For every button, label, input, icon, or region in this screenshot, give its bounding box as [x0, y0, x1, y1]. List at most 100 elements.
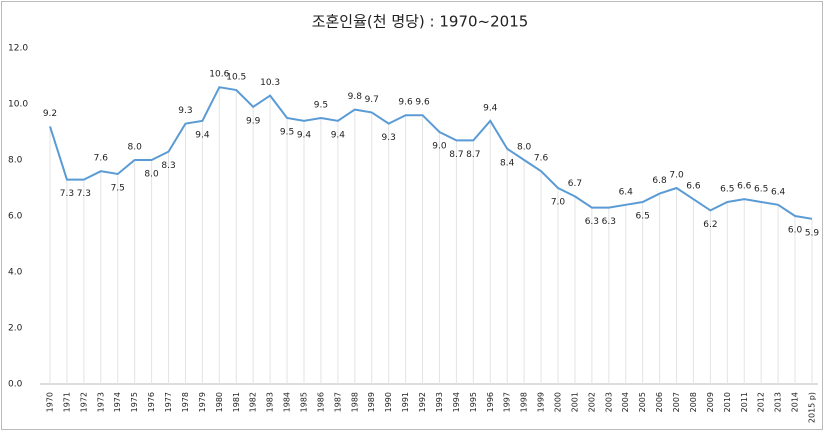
- data-label: 6.0: [788, 226, 803, 236]
- x-tick-label: 1992: [418, 392, 427, 412]
- data-label: 6.8: [652, 176, 667, 186]
- data-label: 6.7: [568, 179, 582, 189]
- series-line: [49, 86, 813, 220]
- x-tick-label: 1975: [130, 392, 139, 412]
- x-tick-label: 1984: [283, 392, 292, 412]
- x-tick-label: 2009: [706, 392, 715, 412]
- x-tick-label: 2005: [638, 392, 647, 412]
- data-label: 9.6: [415, 98, 430, 108]
- data-label: 10.3: [260, 78, 280, 88]
- data-label: 6.2: [703, 220, 717, 230]
- y-tick-label: 0.0: [8, 380, 23, 390]
- x-tick-label: 2004: [621, 392, 630, 412]
- data-label: 8.3: [161, 161, 175, 171]
- x-tick-label: 1974: [113, 392, 122, 412]
- data-label: 9.3: [178, 106, 192, 116]
- x-tick-label: 2010: [723, 392, 732, 412]
- data-label: 7.0: [551, 198, 566, 208]
- x-tick-label: 2001: [570, 392, 579, 412]
- y-tick-label: 8.0: [8, 156, 23, 166]
- x-tick-label: 1991: [401, 392, 410, 412]
- data-label: 9.9: [246, 116, 261, 126]
- x-tick-label: 1986: [316, 392, 325, 412]
- x-tick-label: 2007: [672, 392, 681, 412]
- x-tick-label: 2000: [554, 392, 563, 412]
- x-tick-label: 2002: [587, 392, 596, 412]
- data-label: 9.7: [365, 95, 379, 105]
- y-tick-label: 4.0: [8, 268, 23, 278]
- x-tick-label: 1976: [147, 392, 156, 412]
- x-tick-label: 1971: [62, 392, 71, 412]
- data-label: 8.4: [500, 158, 515, 168]
- x-tick-label: 1989: [367, 392, 376, 412]
- x-tick-label: 1979: [198, 392, 207, 412]
- x-tick-label: 1996: [486, 392, 495, 412]
- x-tick-label: 1994: [452, 392, 461, 412]
- x-tick-label: 2015 p): [808, 392, 817, 423]
- y-tick-label: 6.0: [8, 212, 23, 222]
- data-label: 9.4: [483, 103, 498, 113]
- x-tick-label: 2014: [791, 392, 800, 412]
- data-label: 6.3: [602, 217, 616, 227]
- y-tick-label: 2.0: [8, 324, 23, 334]
- data-label: 6.5: [636, 212, 650, 222]
- x-tick-label: 2011: [740, 392, 749, 412]
- x-tick-label: 1978: [181, 392, 190, 412]
- x-tick-label: 1973: [96, 392, 105, 412]
- data-label: 9.6: [398, 98, 413, 108]
- x-tick-label: 1985: [300, 392, 309, 412]
- data-label: 5.9: [805, 228, 820, 238]
- data-label: 7.0: [669, 171, 684, 181]
- data-label: 8.0: [144, 170, 159, 180]
- data-label: 9.0: [432, 142, 447, 152]
- data-label: 7.6: [534, 154, 549, 164]
- y-tick-label: 12.0: [8, 44, 28, 54]
- x-tick-label: 1981: [232, 392, 241, 412]
- data-label: 10.5: [226, 73, 246, 83]
- chart-title: 조혼인율(천 명당) : 1970~2015: [312, 13, 529, 31]
- y-tick-label: 10.0: [8, 100, 28, 110]
- x-tick-label: 1980: [215, 392, 224, 412]
- x-tick-label: 2006: [655, 392, 664, 412]
- data-label: 9.3: [382, 133, 396, 143]
- data-label: 7.3: [60, 189, 74, 199]
- data-label: 9.5: [314, 101, 328, 111]
- data-label: 9.4: [331, 130, 346, 140]
- data-label: 6.3: [585, 217, 599, 227]
- x-tick-label: 2003: [604, 392, 613, 412]
- x-tick-label: 1987: [333, 392, 342, 412]
- x-tick-label: 1998: [520, 392, 529, 412]
- data-label: 6.4: [619, 187, 634, 197]
- x-tick-label: 1982: [249, 392, 258, 412]
- data-label: 9.5: [280, 128, 294, 138]
- data-label: 7.3: [77, 189, 91, 199]
- x-tick-label: 1977: [164, 392, 173, 412]
- data-label: 8.0: [517, 143, 532, 153]
- x-tick-label: 2012: [757, 392, 766, 412]
- data-label: 9.8: [348, 92, 363, 102]
- data-label: 9.2: [43, 109, 57, 119]
- data-label: 7.5: [111, 184, 125, 194]
- x-tick-label: 1990: [384, 392, 393, 412]
- data-label: 6.6: [737, 182, 752, 192]
- data-label: 9.4: [297, 130, 312, 140]
- x-tick-label: 1997: [503, 392, 512, 412]
- x-tick-label: 1988: [350, 392, 359, 412]
- x-tick-label: 1970: [46, 392, 55, 412]
- data-label: 6.5: [720, 185, 734, 195]
- x-tick-label: 1983: [266, 392, 275, 412]
- data-label: 7.6: [94, 154, 109, 164]
- x-tick-label: 1993: [435, 392, 444, 412]
- data-label: 6.5: [754, 185, 768, 195]
- data-label: 9.4: [195, 130, 210, 140]
- data-label: 8.0: [128, 143, 143, 153]
- data-label: 6.6: [686, 182, 701, 192]
- x-tick-label: 2008: [689, 392, 698, 412]
- data-label: 8.7: [466, 150, 480, 160]
- x-tick-label: 2013: [774, 392, 783, 412]
- x-tick-label: 1999: [537, 392, 546, 412]
- data-label: 10.6: [209, 70, 229, 80]
- data-label: 6.4: [771, 187, 786, 197]
